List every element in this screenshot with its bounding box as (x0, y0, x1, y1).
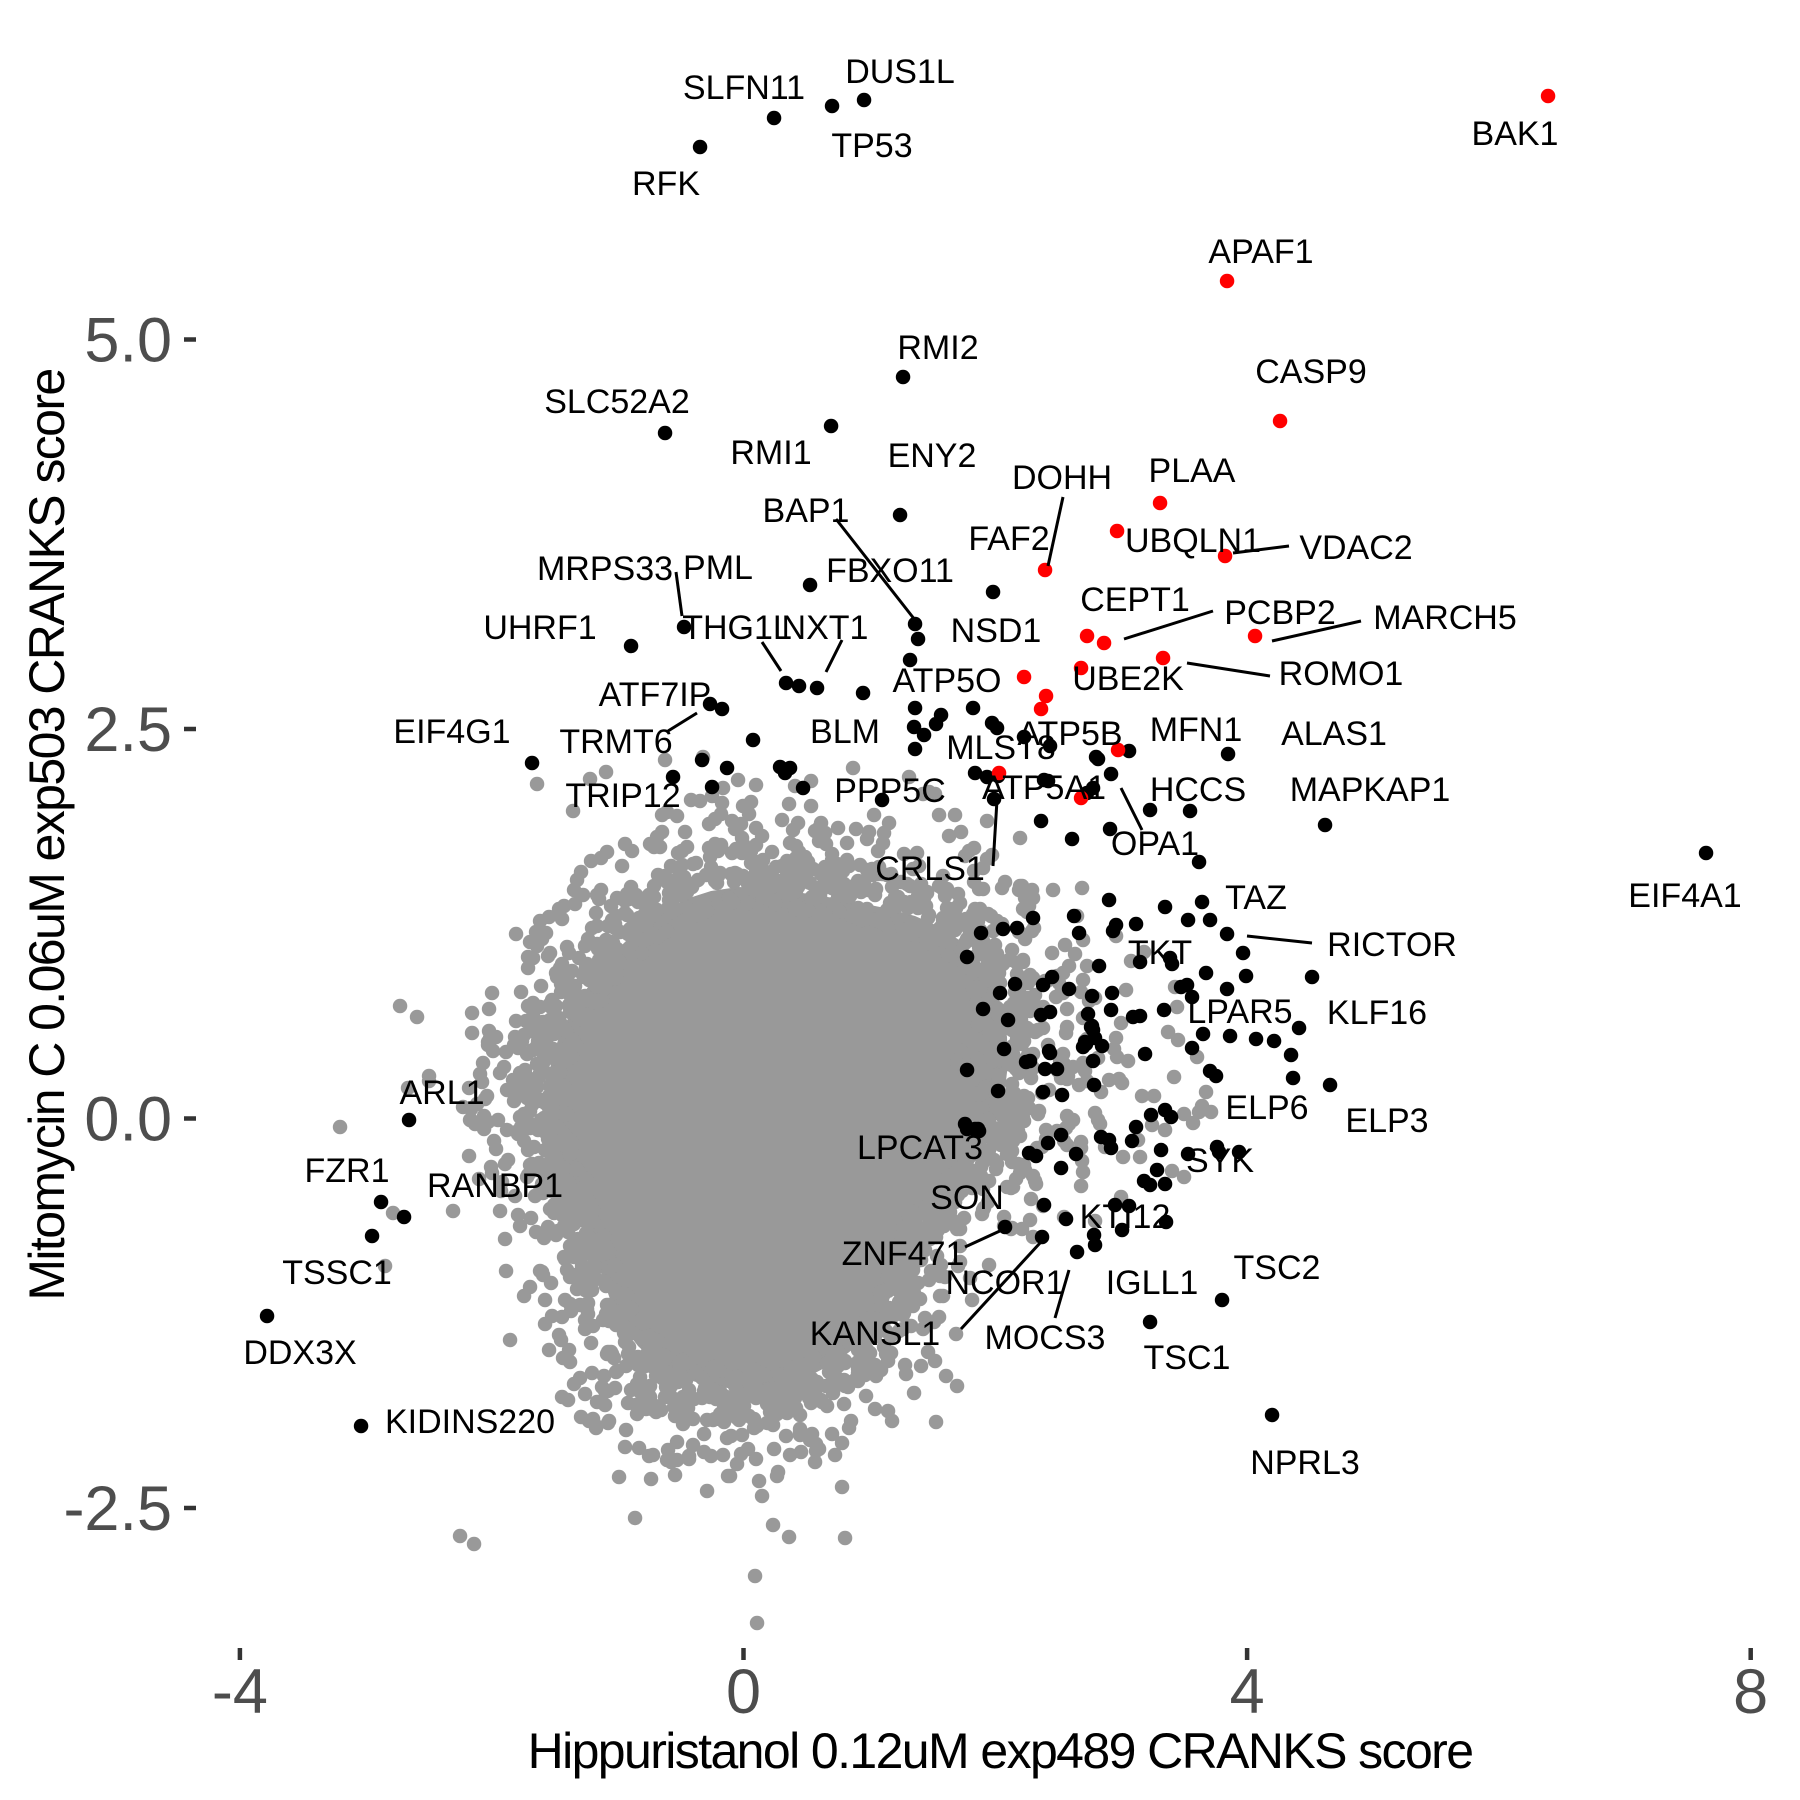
svg-text:MOCS3: MOCS3 (985, 1319, 1106, 1357)
svg-text:RMI2: RMI2 (897, 329, 978, 367)
svg-text:MLST8: MLST8 (946, 729, 1056, 767)
svg-text:ATP5A1: ATP5A1 (982, 769, 1106, 807)
svg-text:NPRL3: NPRL3 (1250, 1444, 1360, 1482)
svg-text:TRMT6: TRMT6 (559, 723, 672, 761)
svg-text:CEPT1: CEPT1 (1080, 581, 1190, 619)
svg-text:IGLL1: IGLL1 (1106, 1264, 1199, 1302)
svg-text:KTI12: KTI12 (1080, 1198, 1171, 1236)
svg-text:ENY2: ENY2 (888, 437, 977, 475)
svg-text:ELP6: ELP6 (1225, 1089, 1308, 1127)
svg-text:NCOR1: NCOR1 (945, 1264, 1064, 1302)
svg-text:-2.5: -2.5 (63, 1474, 172, 1544)
svg-text:PML: PML (683, 549, 753, 587)
svg-text:RMI1: RMI1 (730, 434, 811, 472)
svg-text:TP53: TP53 (831, 127, 912, 165)
svg-text:MRPS33: MRPS33 (537, 550, 673, 588)
svg-text:FZR1: FZR1 (305, 1152, 390, 1190)
svg-text:SYK: SYK (1186, 1142, 1254, 1180)
svg-text:2.5: 2.5 (84, 695, 172, 765)
svg-text:ARL1: ARL1 (399, 1074, 484, 1112)
svg-text:DUS1L: DUS1L (845, 53, 955, 91)
svg-text:UBQLN1: UBQLN1 (1125, 522, 1261, 560)
svg-text:RFK: RFK (632, 165, 700, 203)
svg-text:TAZ: TAZ (1225, 879, 1287, 917)
svg-text:BAP1: BAP1 (763, 492, 850, 530)
svg-text:Hippuristanol 0.12uM exp489 CR: Hippuristanol 0.12uM exp489 CRANKS score (528, 1723, 1473, 1779)
svg-text:PCBP2: PCBP2 (1224, 594, 1336, 632)
svg-text:ROMO1: ROMO1 (1279, 655, 1404, 693)
svg-text:ZNF471: ZNF471 (842, 1235, 965, 1273)
svg-text:PPP5C: PPP5C (834, 772, 946, 810)
svg-text:MARCH5: MARCH5 (1373, 599, 1517, 637)
svg-text:8: 8 (1733, 1657, 1768, 1727)
svg-text:4: 4 (1230, 1657, 1265, 1727)
svg-text:TSSC1: TSSC1 (282, 1254, 392, 1292)
svg-text:HCCS: HCCS (1150, 771, 1246, 809)
svg-text:TKT: TKT (1128, 934, 1192, 972)
svg-text:ATP5B: ATP5B (1017, 715, 1122, 753)
svg-text:UBE2K: UBE2K (1072, 660, 1184, 698)
svg-text:LPAR5: LPAR5 (1187, 993, 1292, 1031)
svg-text:KANSL1: KANSL1 (810, 1315, 940, 1353)
svg-text:CASP9: CASP9 (1255, 353, 1367, 391)
svg-text:-4: -4 (212, 1657, 268, 1727)
svg-text:KLF16: KLF16 (1327, 994, 1427, 1032)
svg-text:APAF1: APAF1 (1208, 233, 1313, 271)
svg-text:OPA1: OPA1 (1111, 825, 1199, 863)
svg-text:NXT1: NXT1 (782, 609, 869, 647)
svg-text:EIF4A1: EIF4A1 (1628, 877, 1741, 915)
svg-text:EIF4G1: EIF4G1 (393, 713, 510, 751)
svg-text:RANBP1: RANBP1 (427, 1167, 563, 1205)
svg-text:ELP3: ELP3 (1345, 1102, 1428, 1140)
svg-text:SON: SON (930, 1179, 1004, 1217)
svg-text:MFN1: MFN1 (1150, 711, 1243, 749)
svg-text:BAK1: BAK1 (1472, 115, 1559, 153)
svg-text:FAF2: FAF2 (968, 520, 1049, 558)
svg-text:FBXO11: FBXO11 (826, 552, 954, 590)
svg-text:ALAS1: ALAS1 (1281, 715, 1387, 753)
svg-text:0: 0 (726, 1657, 761, 1727)
svg-text:CRLS1: CRLS1 (875, 850, 985, 888)
svg-text:THG1L: THG1L (682, 609, 792, 647)
svg-text:SLFN11: SLFN11 (683, 69, 805, 107)
svg-text:RICTOR: RICTOR (1327, 926, 1457, 964)
svg-text:VDAC2: VDAC2 (1299, 529, 1412, 567)
svg-text:LPCAT3: LPCAT3 (857, 1129, 983, 1167)
svg-text:TSC2: TSC2 (1234, 1249, 1321, 1287)
svg-text:UHRF1: UHRF1 (483, 609, 596, 647)
svg-text:BLM: BLM (810, 713, 880, 751)
svg-text:NSD1: NSD1 (951, 612, 1042, 650)
svg-text:SLC52A2: SLC52A2 (544, 383, 690, 421)
svg-text:KIDINS220: KIDINS220 (385, 1403, 555, 1441)
svg-text:ATP5O: ATP5O (893, 662, 1002, 700)
svg-text:PLAA: PLAA (1149, 452, 1236, 490)
svg-text:DDX3X: DDX3X (243, 1334, 356, 1372)
svg-text:ATF7IP: ATF7IP (599, 676, 712, 714)
svg-text:0.0: 0.0 (84, 1085, 172, 1155)
svg-text:TSC1: TSC1 (1144, 1339, 1231, 1377)
svg-text:DOHH: DOHH (1012, 459, 1112, 497)
svg-text:MAPKAP1: MAPKAP1 (1290, 771, 1451, 809)
svg-text:Mitomycin C 0.06uM exp503 CRAN: Mitomycin C 0.06uM exp503 CRANKS score (19, 369, 75, 1300)
svg-text:5.0: 5.0 (84, 306, 172, 376)
svg-text:TRIP12: TRIP12 (565, 777, 680, 815)
